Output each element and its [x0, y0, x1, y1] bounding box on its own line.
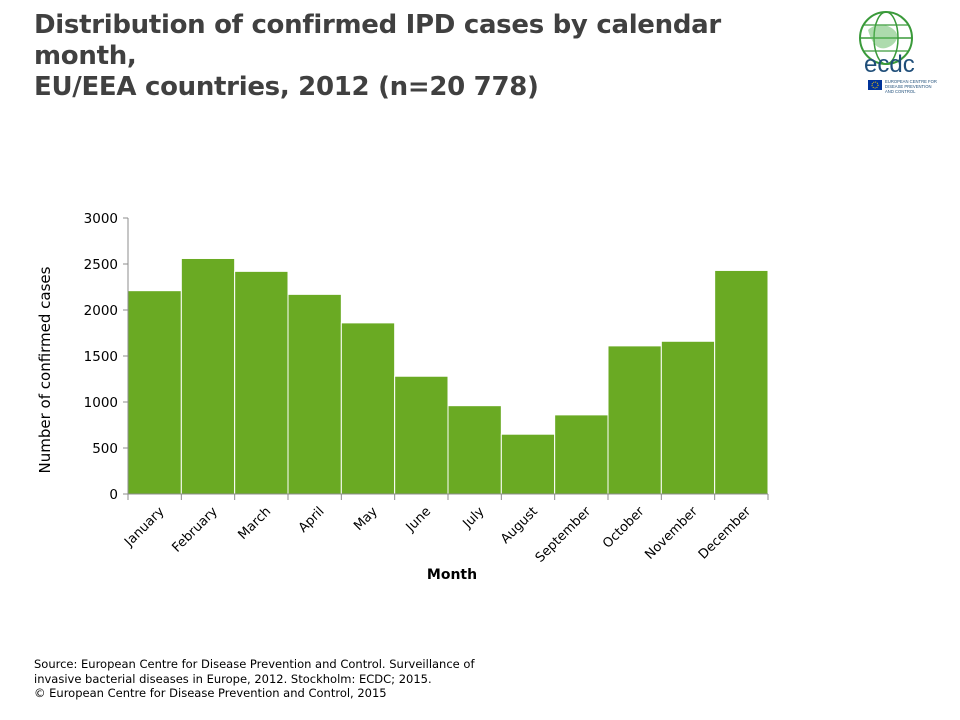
- source-line-2: invasive bacterial diseases in Europe, 2…: [34, 671, 432, 686]
- y-tick-label: 3000: [84, 211, 118, 227]
- y-tick-label: 1500: [84, 349, 118, 365]
- x-tick-label: July: [460, 504, 488, 532]
- bar-january: [127, 290, 182, 495]
- x-tick-label: June: [403, 504, 434, 535]
- x-tick-label: December: [696, 504, 755, 563]
- y-axis-label: Number of confirmed cases: [36, 266, 54, 473]
- x-axis: January February March April May June July Augu…: [121, 493, 769, 566]
- slide-title: Distribution of confirmed IPD cases by c…: [34, 10, 824, 103]
- x-tick-label: April: [296, 504, 328, 536]
- bar-august: [500, 433, 556, 495]
- x-tick-label: March: [236, 504, 275, 543]
- x-tick-label: November: [642, 504, 701, 563]
- logo-subtitle-2: DISEASE PREVENTION: [885, 84, 932, 89]
- bar-june: [394, 375, 449, 495]
- ecdc-logo: ecdc EUROPEAN CENTRE FOR DISEASE PREVENT…: [859, 11, 937, 94]
- bar-march: [234, 270, 289, 495]
- logo-subtitle-3: AND CONTROL: [885, 89, 916, 94]
- bar-december: [714, 269, 769, 495]
- bar-july: [447, 405, 502, 495]
- bar-may: [340, 322, 396, 495]
- source-line-1: Source: European Centre for Disease Prev…: [34, 657, 475, 671]
- x-axis-label: Month: [427, 567, 477, 583]
- bar-april: [287, 293, 342, 495]
- title-line-2: EU/EEA countries, 2012 (n=20 778): [34, 72, 539, 102]
- y-tick-label: 500: [92, 441, 118, 457]
- y-tick-label: 0: [109, 487, 118, 503]
- x-tick-label: September: [533, 504, 595, 566]
- x-tick-label: May: [351, 504, 381, 534]
- x-tick-label: October: [600, 504, 648, 552]
- title-line-1: Distribution of confirmed IPD cases by c…: [34, 10, 721, 71]
- y-tick-label: 2000: [84, 303, 118, 319]
- x-tick-label: January: [121, 504, 167, 550]
- x-tick-label: August: [498, 504, 541, 547]
- eu-flag-icon: [868, 80, 882, 90]
- globe-icon: [859, 11, 913, 65]
- bar-november: [660, 340, 716, 495]
- y-tick-label: 2500: [84, 257, 118, 273]
- copyright-line: © European Centre for Disease Prevention…: [34, 686, 387, 700]
- bars-group: [127, 257, 769, 495]
- x-tick-label: February: [169, 504, 221, 556]
- bar-september: [554, 414, 609, 495]
- y-tick-label: 1000: [84, 395, 118, 411]
- y-axis: 0 500 1000 1500 2000 2500 3000: [84, 211, 129, 503]
- bar-chart: 0 500 1000 1500 2000 2500 3000 January February…: [36, 211, 769, 583]
- bar-february: [180, 257, 236, 495]
- logo-subtitle-1: EUROPEAN CENTRE FOR: [885, 79, 937, 84]
- bar-october: [607, 345, 662, 495]
- source-footer: Source: European Centre for Disease Prev…: [34, 657, 504, 701]
- logo-wordmark: ecdc: [864, 51, 915, 78]
